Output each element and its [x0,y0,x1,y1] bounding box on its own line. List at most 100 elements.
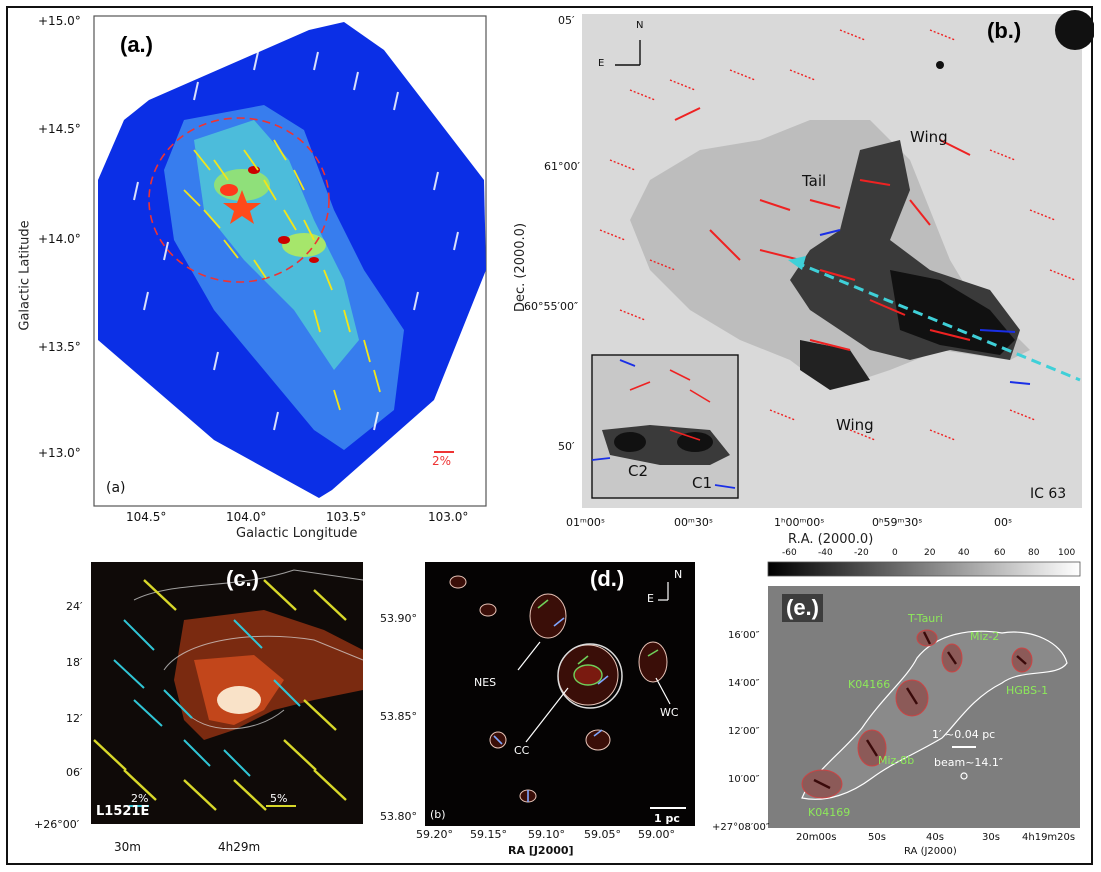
panel-e-beam-text: beam~14.1″ [934,756,1004,769]
panel-b-map [582,10,1094,508]
panel-a-ytick-2: +14.0° [38,232,81,246]
panel-c: (c.) L1521E 2% 5% 24′ 18′ 12′ 06′ +26°00… [34,560,368,860]
panel-e-xtick-2: 40s [926,832,944,843]
panel-b-compass-e: E [598,58,605,69]
panel-a-map [93,15,487,507]
panel-a-xtick-1: 104.0° [226,510,267,524]
panel-c-cyan-vectors [113,619,301,777]
panel-c-yellow-vectors [93,579,347,811]
panel-b-ytick-3: 50′ [558,440,575,453]
panel-e-cbar-tick-0: -60 [782,548,797,558]
panel-d-ytick-0: 53.90° [380,612,417,625]
panel-b-label-tail: Tail [802,172,827,190]
panel-e-ytick-4: +27°08′00″ [712,822,770,833]
panel-b-xtick-2: 1ʰ00ᵐ00ˢ [774,516,825,529]
panel-b-blue-vectors [819,229,1031,385]
panel-d-ytick-1: 53.85° [380,710,417,723]
panel-d-xtick-2: 59.10° [528,828,565,841]
colorbar [767,561,1081,577]
panel-e-xtick-4: 4h19m20s [1022,832,1076,843]
panel-d-vectors [493,599,659,802]
panel-a-ylabel: Galactic Latitude [17,220,33,331]
panel-d-xlabel: RA [J2000] [508,844,574,857]
panel-e-ytick-3: 10′00″ [728,774,760,785]
panel-e-ytick-2: 12′00″ [728,726,760,737]
panel-d-xtick-1: 59.15° [470,828,507,841]
panel-d-map [425,562,695,826]
panel-c-ytick-4: +26°00′ [34,818,80,831]
panel-e-cbar-tick-6: 60 [994,548,1006,558]
panel-e-label-miz2: Miz-2 [970,630,1000,643]
panel-a-xlabel: Galactic Longitude [236,526,358,541]
panel-b: (b.) N E Wing Tail Wing IC 63 C2 C1 05′ … [510,10,1094,555]
panel-b-ytick-0: 05′ [558,14,575,27]
panel-a-xtick-3: 103.0° [428,510,469,524]
star-icon [223,190,261,224]
panel-e-cbar-tick-8: 100 [1058,548,1076,558]
panel-d: (d.) N E NES CC WC (b) 1 pc 53.90° 53.85… [368,560,713,860]
panel-a: (a.) (a) 2% +15.0° +14.5° +14.0° +13.5° … [14,10,494,550]
panel-d-inner-tag: (b) [430,808,446,821]
panel-d-xtick-0: 59.20° [416,828,453,841]
panel-e-ytick-0: 16′00″ [728,630,760,641]
panel-e-label-hgbs1: HGBS-1 [1006,684,1049,697]
panel-c-scale-left: 2% [131,792,149,805]
panel-c-object: L1521E [96,804,150,819]
panel-a-ytick-4: +13.0° [38,446,81,460]
panel-c-scale-right: 5% [270,792,288,805]
panel-b-ytick-1: 61°00′ [544,160,580,173]
panel-b-ylabel: Dec. (2000.0) [513,222,529,313]
panel-e-cbar-tick-3: 0 [892,548,898,558]
panel-e-cbar-tick-7: 80 [1028,548,1040,558]
panel-b-xtick-0: 01ᵐ00ˢ [566,516,605,529]
panel-b-xtick-4: 00ˢ [994,516,1013,529]
panel-c-map [91,562,364,824]
panel-d-label-wc: WC [660,706,679,719]
panel-c-xtick-0: 30m [114,840,141,854]
panel-a-ytick-1: +14.5° [38,122,81,136]
panel-b-label-wing-top: Wing [910,128,948,146]
panel-e-ytick-1: 14′00″ [728,678,760,689]
panel-d-label-nes: NES [474,676,497,689]
panel-e-scale-text: 1′ ~0.04 pc [932,728,996,741]
panel-b-label-c2: C2 [628,462,649,480]
panel-a-xtick-2: 103.5° [326,510,367,524]
panel-c-ytick-1: 18′ [66,656,83,669]
panel-d-xtick-3: 59.05° [584,828,621,841]
panel-a-polarization-vectors [133,51,459,431]
panel-e-cbar-tick-2: -20 [854,548,869,558]
panel-e-label-k04166: K04166 [848,678,891,691]
panel-b-red-solid-vectors [674,107,971,351]
panel-d-tag: (d.) [590,566,625,591]
panel-b-compass-n: N [636,20,644,31]
panel-b-xtick-1: 00ᵐ30ˢ [674,516,713,529]
panel-b-label-wing-bottom: Wing [836,416,874,434]
panel-e-cbar-tick-1: -40 [818,548,833,558]
panel-a-xtick-0: 104.5° [126,510,167,524]
panel-d-compass-e: E [647,592,654,605]
panel-e-vectors [813,631,1027,790]
panel-b-tag: (b.) [987,18,1022,43]
panel-e-label-miz8b: Miz-8b [878,754,915,767]
panel-c-ytick-2: 12′ [66,712,83,725]
panel-d-label-cc: CC [514,744,530,757]
panel-e-tag: (e.) [782,594,823,622]
panel-d-compass-n: N [674,568,683,581]
panel-a-ytick-0: +15.0° [38,14,81,28]
panel-d-xtick-4: 59.00° [638,828,675,841]
panel-b-ytick-2: 60°55′00″ [524,300,579,313]
panel-e-xtick-3: 30s [982,832,1000,843]
panel-c-ytick-0: 24′ [66,600,83,613]
panel-a-inner-tag: (a) [106,480,126,496]
panel-b-xlabel: R.A. (2000.0) [788,532,874,547]
panel-a-ytick-3: +13.5° [38,340,81,354]
panel-e-cbar-tick-5: 40 [958,548,970,558]
panel-b-label-object: IC 63 [1030,486,1067,502]
panel-d-ytick-2: 53.80° [380,810,417,823]
panel-e-label-k04169: K04169 [808,806,851,819]
panel-a-tag: (a.) [120,32,153,57]
panel-c-ytick-3: 06′ [66,766,83,779]
panel-b-xtick-3: 0ʰ59ᵐ30ˢ [872,516,923,529]
panel-a-yellow-vectors [183,139,381,411]
panel-b-label-c1: C1 [692,474,713,492]
